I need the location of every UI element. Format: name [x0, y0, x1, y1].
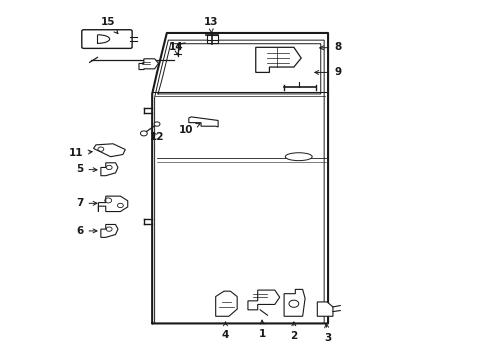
Ellipse shape	[285, 153, 312, 161]
Text: 4: 4	[222, 322, 229, 340]
FancyBboxPatch shape	[82, 30, 132, 48]
Polygon shape	[248, 290, 280, 310]
Text: 11: 11	[69, 148, 92, 158]
Polygon shape	[101, 225, 118, 237]
Text: 2: 2	[290, 322, 297, 341]
Polygon shape	[318, 302, 333, 316]
Text: 1: 1	[259, 320, 266, 339]
Polygon shape	[101, 163, 118, 176]
Polygon shape	[256, 47, 301, 72]
Polygon shape	[98, 196, 128, 212]
Bar	[207, 35, 218, 42]
Text: 3: 3	[324, 324, 332, 343]
Polygon shape	[139, 59, 159, 69]
Circle shape	[154, 122, 160, 126]
Text: 9: 9	[315, 67, 342, 77]
Polygon shape	[94, 144, 125, 157]
Polygon shape	[216, 291, 237, 316]
Polygon shape	[284, 289, 305, 316]
Circle shape	[141, 131, 147, 136]
Text: 6: 6	[76, 226, 97, 236]
Text: 13: 13	[203, 17, 218, 33]
Text: 8: 8	[319, 42, 342, 52]
Text: 7: 7	[76, 198, 97, 208]
Text: 5: 5	[76, 164, 97, 174]
Text: 10: 10	[179, 123, 200, 135]
Text: 12: 12	[150, 132, 164, 142]
Polygon shape	[189, 117, 218, 127]
Text: 15: 15	[101, 17, 118, 33]
Text: 14: 14	[169, 42, 184, 55]
